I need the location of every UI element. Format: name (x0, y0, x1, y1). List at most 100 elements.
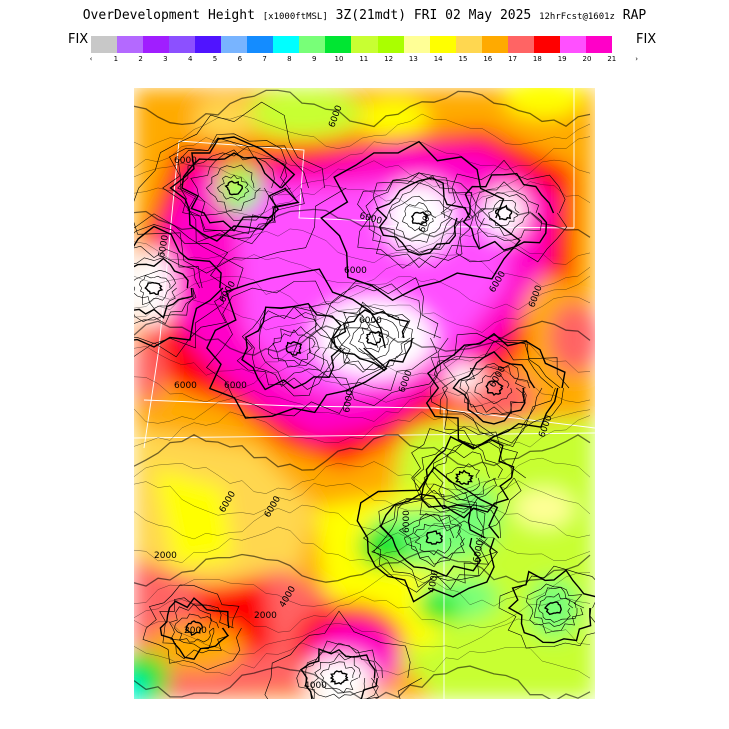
contour-line (264, 610, 423, 699)
contour-label: 6000 (344, 266, 367, 276)
contour-label: 6000 (174, 381, 197, 391)
legend-swatch (429, 36, 456, 53)
fix-label-right: FIX (636, 32, 657, 47)
contour-line (413, 441, 515, 514)
legend-swatch (481, 36, 508, 53)
contour-line (134, 480, 591, 516)
state-boundaries (134, 88, 595, 699)
chart-title: OverDevelopment Height [x1000ftMSL] 3Z(2… (0, 8, 729, 23)
contour-line (464, 362, 530, 416)
contour-line (134, 457, 591, 494)
contour-line (296, 642, 379, 699)
contour-label: 6000 (359, 316, 382, 326)
legend-swatch (585, 36, 612, 53)
contour-line (134, 665, 591, 699)
contour-line (429, 332, 570, 449)
contour-line (292, 277, 449, 407)
contour-line (134, 504, 591, 540)
legend-tick-label: 14 (433, 55, 443, 63)
title-units: [x1000ftMSL] (262, 12, 328, 22)
legend-tick-label: 21 (607, 55, 617, 63)
contour-line (433, 334, 561, 444)
contour-label: 4000 (427, 569, 441, 594)
contour-line (375, 177, 471, 256)
legend-tick-label: 9 (311, 55, 317, 63)
contour-line (134, 320, 591, 356)
legend-tick-label: 7 (262, 55, 267, 63)
legend-swatch (533, 36, 560, 53)
contour-line (174, 613, 214, 643)
legend-tick-label: 5 (212, 55, 218, 63)
color-legend (91, 36, 612, 53)
legend-tick-label: 1 (113, 55, 119, 63)
title-time: 3Z(21mdt) FRI 02 May 2025 (335, 8, 532, 23)
contour-line (134, 159, 591, 196)
legend-swatch (273, 36, 300, 53)
contour-line (134, 390, 591, 424)
contour-line (134, 296, 591, 333)
contour-line (544, 601, 562, 616)
contour-line (373, 492, 498, 590)
contour-line (403, 513, 465, 565)
contour-label: 6000 (174, 156, 197, 166)
legend-tick-label: 3 (163, 55, 168, 63)
contour-line (498, 565, 595, 649)
contour-labels: 6000600060006000600060006000600060006000… (154, 104, 555, 691)
contour-line (411, 211, 429, 226)
contour-line (454, 469, 474, 486)
legend-swatch (455, 36, 482, 53)
legend-tick-label: 19 (557, 55, 567, 63)
legend-swatch (403, 36, 430, 53)
contour-line (134, 342, 591, 377)
legend-tick-label: 8 (287, 55, 292, 63)
contour-line (134, 228, 591, 265)
legend-swatch (325, 36, 352, 53)
legend-tick-label: 16 (483, 55, 493, 63)
contour-line (267, 326, 320, 368)
legend-tick-label: 6 (237, 55, 243, 63)
legend-ticks: ‹ 1 2 3 4 5 6 7 8 9 10 11 12 13 14 15 16 17 18 19 20 21 › (78, 55, 648, 65)
contour-label: 6000 (342, 389, 356, 414)
contour-line (134, 365, 591, 403)
map-panel: 6000600060006000600060006000600060006000… (134, 88, 595, 699)
contour-line (462, 172, 555, 251)
contour-line (420, 435, 515, 519)
contour-label: 6000 (472, 539, 486, 564)
contour-line (411, 426, 526, 532)
legend-swatch (221, 36, 248, 53)
contour-line (134, 224, 230, 349)
fix-label-left: FIX (68, 32, 89, 47)
contour-line (134, 642, 591, 679)
legend-tick-label: 18 (532, 55, 542, 63)
contour-line (134, 256, 201, 325)
contour-line (534, 586, 578, 627)
contour-line (134, 595, 591, 633)
contour-line (320, 140, 521, 302)
contour-line (365, 330, 384, 346)
contour-line (236, 306, 351, 397)
contour-line (485, 380, 504, 397)
legend-tick-label: › (635, 55, 638, 63)
legend-tick-label: 2 (138, 55, 143, 63)
title-forecast: 12hrFcst@1601z (539, 12, 615, 22)
contour-line (205, 164, 261, 212)
contour-line (159, 597, 234, 660)
contour-line (139, 275, 172, 303)
contour-line (477, 191, 530, 236)
contour-line (162, 137, 309, 245)
contour-line (134, 252, 591, 288)
contour-line (134, 89, 591, 128)
contour-line (134, 434, 591, 471)
contour-line (474, 181, 543, 241)
contour-line (320, 661, 359, 694)
title-main: OverDevelopment Height (82, 8, 255, 23)
contour-line (224, 180, 244, 196)
contour-line (538, 593, 573, 623)
contour-line (134, 225, 224, 348)
contour-line (217, 174, 250, 201)
legend-tick-label: 13 (408, 55, 418, 63)
contour-line (134, 411, 591, 448)
contour-line (169, 136, 300, 242)
contour-line (356, 466, 500, 603)
contour-label: 6000 (402, 510, 412, 533)
